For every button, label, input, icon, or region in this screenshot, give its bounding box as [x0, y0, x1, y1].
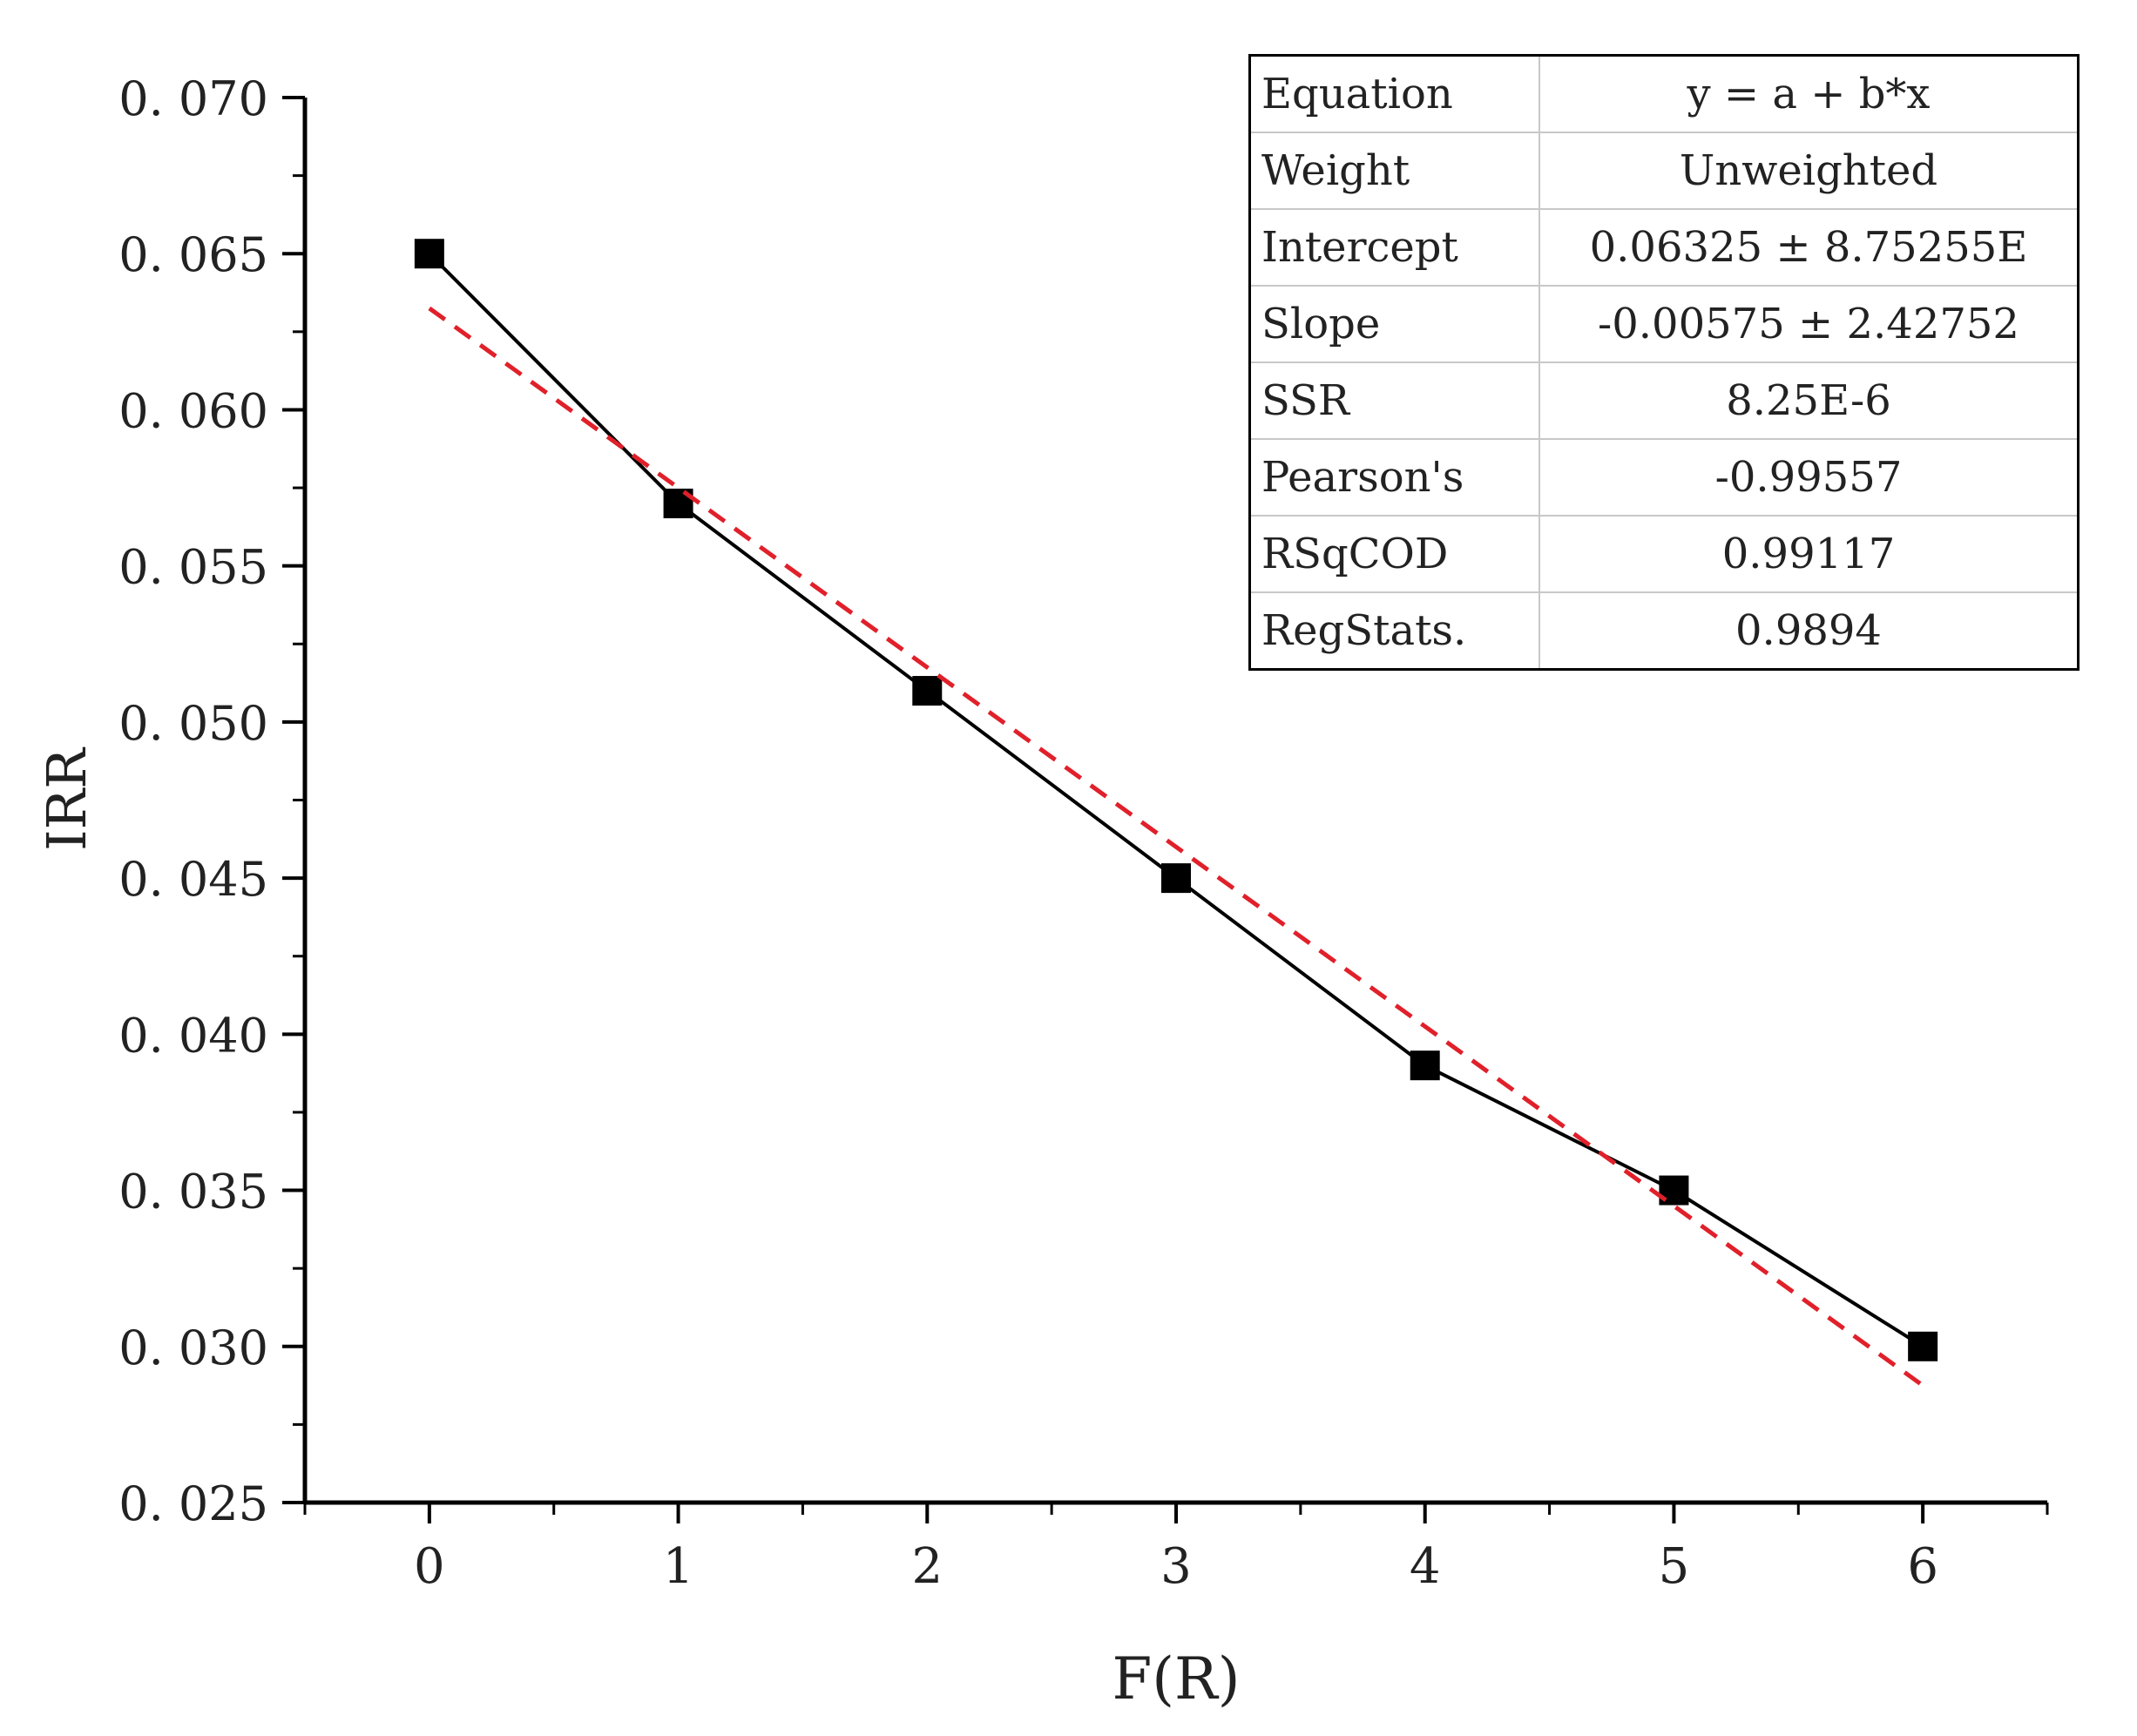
data-point-marker [1410, 1050, 1440, 1081]
x-tick-label: 6 [1907, 1538, 1938, 1595]
data-point-marker [1161, 863, 1191, 894]
fit-table-row: Intercept 0.06325 ± 8.75255E [1248, 208, 2080, 287]
x-axis-label: F(R) [1112, 1645, 1241, 1712]
fit-table-value: y = a + b*x [1539, 54, 2080, 133]
fit-table-label: RegStats. [1248, 591, 1540, 671]
data-point-marker [912, 676, 943, 706]
fit-table-label: SSR [1248, 361, 1540, 440]
fit-table-row: Equation y = a + b*x [1248, 54, 2080, 133]
fit-table-value: -0.99557 [1539, 438, 2080, 517]
x-tick-label: 4 [1410, 1538, 1441, 1595]
y-tick-label: 0. 040 [118, 1008, 268, 1063]
x-tick-label: 0 [414, 1538, 445, 1595]
fit-table-row: RegStats. 0.9894 [1248, 591, 2080, 671]
x-tick-label: 1 [663, 1538, 694, 1595]
fit-table-value: 8.25E-6 [1539, 361, 2080, 440]
fit-table-label: Slope [1248, 285, 1540, 363]
fit-table-label: Weight [1248, 132, 1540, 210]
fit-table-value: Unweighted [1539, 132, 2080, 210]
series [414, 239, 1938, 1388]
x-tick-label: 5 [1659, 1538, 1690, 1595]
ticks: 0. 025 0. 030 0. 035 0. 040 0. 045 0. 050 0. 0… [118, 71, 2049, 1595]
y-tick-label: 0. 065 [118, 227, 268, 282]
fit-table-row: Slope -0.00575 ± 2.42752 [1248, 285, 2080, 363]
x-tick-label: 3 [1160, 1538, 1192, 1595]
fit-table-label: RSqCOD [1248, 515, 1540, 593]
fit-table-label: Pearson's [1248, 438, 1540, 517]
fit-table-row: Pearson's -0.99557 [1248, 438, 2080, 517]
fit-table-label: Intercept [1248, 208, 1540, 287]
y-tick-label: 0. 060 [118, 383, 268, 438]
y-tick-label: 0. 070 [118, 71, 268, 126]
y-tick-label: 0. 050 [118, 696, 268, 751]
x-tick-label: 2 [911, 1538, 943, 1595]
y-axis-label: IRR [35, 746, 98, 851]
fit-statistics-table: Equation y = a + b*x Weight Unweighted Inter… [1248, 54, 2080, 671]
linear-fit-line [428, 306, 1924, 1388]
fit-table-value: -0.00575 ± 2.42752 [1539, 285, 2080, 363]
data-point-marker [414, 239, 444, 269]
y-tick-label: 0. 045 [118, 852, 268, 907]
y-tick-label: 0. 025 [118, 1476, 268, 1531]
fit-table-value: 0.06325 ± 8.75255E [1539, 208, 2080, 287]
fit-table-value: 0.99117 [1539, 515, 2080, 593]
y-tick-label: 0. 055 [118, 540, 268, 595]
fit-table-row: RSqCOD 0.99117 [1248, 515, 2080, 593]
fit-table-row: Weight Unweighted [1248, 132, 2080, 210]
data-point-marker [1908, 1331, 1938, 1361]
fit-table-value: 0.9894 [1539, 591, 2080, 671]
fit-table-label: Equation [1248, 54, 1540, 133]
y-tick-label: 0. 035 [118, 1165, 268, 1219]
fit-table-row: SSR 8.25E-6 [1248, 361, 2080, 440]
y-tick-label: 0. 030 [118, 1321, 268, 1375]
